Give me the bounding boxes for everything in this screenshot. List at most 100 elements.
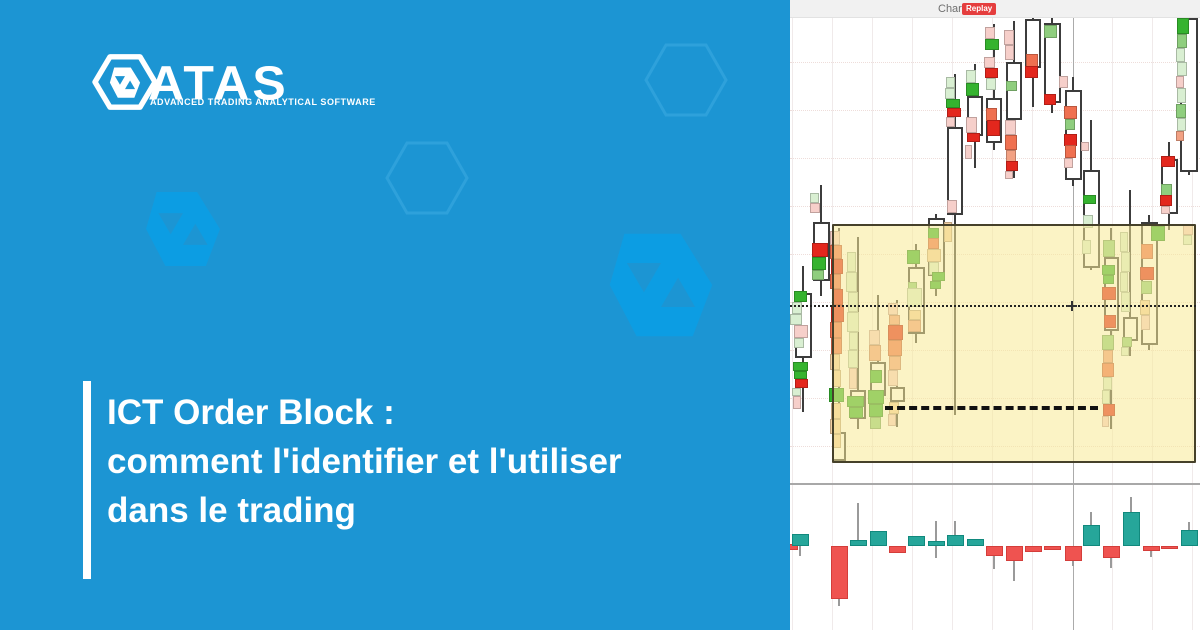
delta-bar	[1102, 546, 1120, 558]
volume-cluster	[946, 77, 955, 88]
left-brand-panel: ATAS ADVANCED TRADING ANALYTICAL SOFTWAR…	[0, 0, 790, 630]
delta-bar	[830, 546, 848, 599]
volume-cluster	[1161, 156, 1175, 167]
atas-hexagon-z-icon	[92, 54, 158, 110]
volume-cluster	[1177, 62, 1187, 76]
delta-bar	[946, 535, 964, 546]
volume-cluster	[793, 396, 801, 409]
volume-cluster	[1177, 18, 1189, 34]
volume-cluster	[1025, 66, 1038, 78]
delta-bar	[927, 541, 945, 546]
volume-cluster	[794, 291, 807, 302]
delta-bar-wick	[857, 503, 859, 546]
volume-cluster	[987, 120, 1000, 136]
brand-logo: ATAS ADVANCED TRADING ANALYTICAL SOFTWAR…	[92, 52, 512, 122]
volume-cluster	[966, 83, 979, 96]
volume-cluster	[810, 193, 819, 203]
article-title: ICT Order Block : comment l'identifier e…	[107, 388, 767, 535]
volume-cluster	[946, 99, 960, 108]
delta-bar	[1160, 546, 1178, 549]
volume-cluster	[966, 70, 976, 83]
volume-cluster	[965, 145, 972, 159]
chart-tab[interactable]: Chart	[938, 3, 965, 15]
volume-cluster	[792, 302, 802, 314]
volume-cluster	[1064, 158, 1073, 168]
replay-badge[interactable]: Replay	[962, 3, 997, 15]
volume-cluster	[1081, 142, 1089, 151]
volume-cluster	[1005, 135, 1017, 150]
deco-hexagon-outline-2	[385, 141, 469, 215]
volume-cluster	[947, 200, 957, 213]
delta-bar-wick	[1013, 546, 1015, 581]
volume-cluster	[1176, 76, 1184, 88]
delta-bar	[849, 540, 867, 546]
volume-cluster	[966, 117, 977, 133]
volume-cluster	[794, 325, 808, 338]
delta-bar	[1064, 546, 1082, 561]
delta-bars-layer	[790, 487, 1200, 630]
volume-cluster	[1176, 131, 1184, 141]
title-line-3: dans le trading	[107, 491, 356, 530]
volume-cluster	[812, 270, 824, 280]
volume-cluster	[1004, 30, 1014, 45]
volume-cluster	[812, 257, 826, 270]
volume-cluster	[1065, 145, 1076, 158]
delta-bar	[1122, 512, 1140, 546]
volume-cluster	[792, 388, 801, 396]
delta-bar-wick	[993, 546, 995, 569]
delta-bar	[791, 534, 809, 546]
panel-separator-line	[790, 483, 1200, 485]
volume-cluster	[1177, 88, 1186, 103]
delta-bar	[1005, 546, 1023, 561]
footprint-candle-body	[947, 127, 963, 215]
crosshair-marker	[1071, 301, 1073, 311]
volume-cluster	[967, 133, 980, 142]
delta-bar	[985, 546, 1003, 556]
delta-bar	[907, 536, 925, 546]
volume-cluster	[1005, 120, 1016, 135]
volume-cluster	[1006, 161, 1018, 171]
volume-cluster	[1176, 104, 1186, 118]
volume-cluster	[985, 68, 998, 78]
volume-cluster	[790, 314, 802, 325]
delta-bar	[888, 546, 906, 553]
volume-cluster	[1005, 45, 1014, 60]
volume-cluster	[1177, 118, 1186, 131]
chart-toolbar: Chart Replay	[790, 0, 1200, 18]
volume-cluster	[1059, 76, 1068, 88]
brand-tagline: ADVANCED TRADING ANALYTICAL SOFTWARE	[150, 97, 376, 107]
title-line-1: ICT Order Block :	[107, 393, 395, 432]
horizontal-gridline	[790, 62, 1200, 63]
volume-cluster	[1044, 25, 1057, 38]
volume-cluster	[986, 78, 996, 90]
brand-name: ATAS	[148, 56, 289, 110]
volume-cluster	[794, 338, 804, 348]
volume-cluster	[1083, 195, 1096, 204]
volume-cluster	[1006, 81, 1017, 91]
volume-cluster	[947, 108, 961, 117]
volume-cluster	[812, 243, 828, 257]
volume-cluster	[1065, 119, 1075, 130]
volume-cluster	[1064, 106, 1077, 119]
volume-cluster	[1160, 195, 1172, 206]
volume-cluster	[1177, 34, 1187, 48]
volume-cluster	[1005, 171, 1013, 179]
delta-bar-wick	[1150, 546, 1152, 557]
delta-bar-wick	[935, 521, 937, 558]
volume-cluster	[946, 117, 955, 127]
volume-cluster	[795, 379, 808, 388]
delta-bar	[869, 531, 887, 546]
volume-cluster	[793, 362, 808, 371]
order-block-overlay	[832, 224, 1196, 463]
delta-bar	[966, 539, 984, 546]
volume-cluster	[984, 57, 995, 68]
volume-cluster	[1161, 206, 1170, 214]
volume-cluster	[985, 39, 999, 50]
deco-z-logomark-small	[146, 192, 220, 266]
volume-cluster	[794, 371, 807, 379]
delta-bar	[1180, 530, 1198, 546]
volume-cluster	[945, 88, 955, 99]
delta-bar-wick	[954, 521, 956, 546]
horizontal-gridline	[790, 158, 1200, 159]
